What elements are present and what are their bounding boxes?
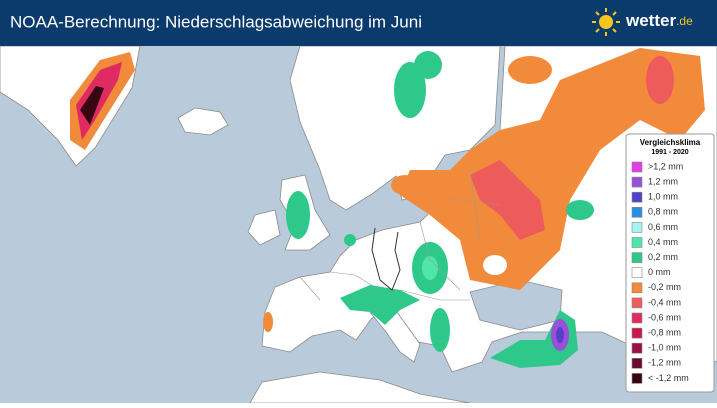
header-title: NOAA-Berechnung: Niederschlagsabweichung… <box>10 12 422 31</box>
wet-area <box>556 327 564 343</box>
legend-swatch <box>631 282 643 294</box>
germany-border <box>371 227 401 291</box>
wet-area <box>340 285 420 325</box>
dry-area <box>470 160 545 240</box>
legend-label: 0,2 mm <box>648 252 678 262</box>
legend-swatch <box>631 327 643 339</box>
wet-area <box>344 234 356 246</box>
ireland <box>247 209 281 246</box>
iceland <box>177 107 229 136</box>
legend-box <box>625 133 715 393</box>
dry-area <box>80 86 104 125</box>
legend-swatch <box>631 267 643 279</box>
logo-name: wetter <box>625 11 676 30</box>
legend-label: 0,6 mm <box>648 222 678 232</box>
dry-area <box>263 312 273 332</box>
neutral-area <box>483 255 507 275</box>
wet-area <box>430 308 450 352</box>
legend-label: -1,2 mm <box>648 358 681 368</box>
dry-area <box>391 175 419 195</box>
wet-area <box>286 191 310 239</box>
wet-area <box>394 62 426 118</box>
wet-area <box>422 256 438 280</box>
legend-swatch <box>631 237 643 248</box>
legend-swatch <box>631 207 643 218</box>
legend-label: -0,8 mm <box>648 327 681 337</box>
legend-swatch <box>631 161 643 173</box>
legend-swatch <box>631 373 643 384</box>
anomaly-areas <box>70 48 705 368</box>
legend-swatch <box>631 312 643 324</box>
legend-swatch <box>631 191 643 203</box>
wet-area <box>414 51 442 79</box>
legend-label: 0 mm <box>648 267 671 277</box>
wet-area <box>566 200 594 220</box>
logo: wetter.de <box>625 11 693 30</box>
legend-label: 1,0 mm <box>648 192 678 202</box>
legend-period: 1991 - 2020 <box>651 149 688 156</box>
legend-label: 0,8 mm <box>648 207 678 217</box>
legend-swatch <box>631 342 643 354</box>
legend-swatch <box>631 252 643 263</box>
legend-swatch <box>631 222 643 233</box>
legend-label: 0,4 mm <box>648 237 678 247</box>
borders <box>299 169 501 301</box>
dry-area <box>400 48 705 290</box>
dry-area <box>508 56 552 84</box>
legend-label: -0,4 mm <box>648 297 681 307</box>
sun-icon <box>592 8 620 36</box>
legend-items: >1,2 mm 1,2 mm 1,0 mm 0,8 mm 0,6 mm 0,4 mm 0,2… <box>631 161 689 384</box>
legend-title: Vergleichsklima <box>640 138 701 147</box>
legend-swatch <box>631 357 643 369</box>
legend-label: < -1,2 mm <box>648 373 689 383</box>
legend-swatch <box>631 176 643 188</box>
dry-area <box>646 56 674 104</box>
legend-label: -0,6 mm <box>648 312 681 322</box>
logo-tld: .de <box>676 14 693 28</box>
legend-label: >1,2 mm <box>648 161 683 171</box>
legend-swatch <box>631 297 643 309</box>
legend-label: -1,0 mm <box>648 343 681 353</box>
legend-label: 1,2 mm <box>648 176 678 186</box>
legend-label: -0,2 mm <box>648 282 681 292</box>
header-bar <box>0 0 717 46</box>
